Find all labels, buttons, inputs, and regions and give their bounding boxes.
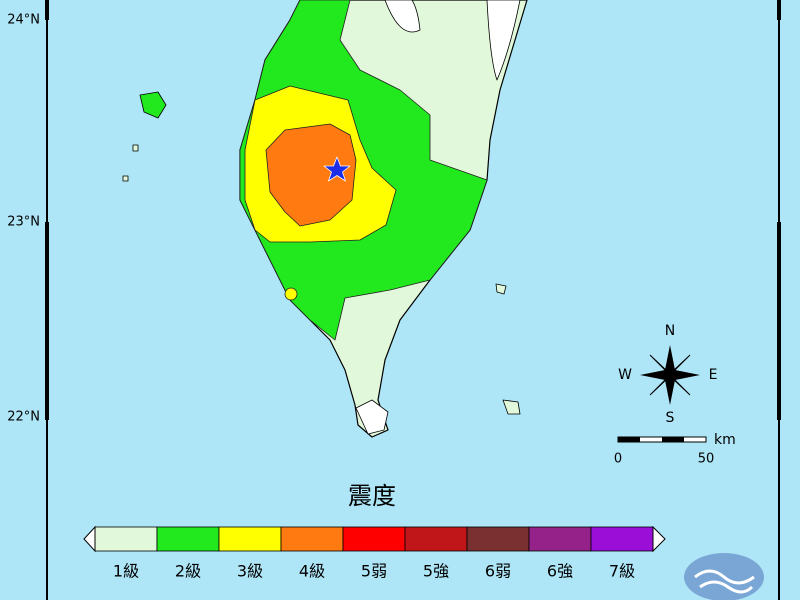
legend-arrow: [83, 525, 96, 553]
scale-bar: [617, 436, 707, 443]
scale-unit: km: [714, 432, 736, 448]
agency-logo: [684, 553, 764, 600]
compass-n: N: [665, 323, 675, 339]
legend-swatch: [342, 526, 406, 552]
lat-label: 22°N: [7, 410, 40, 425]
lat-ticks: [45, 0, 781, 420]
compass-s: S: [666, 410, 675, 426]
legend-swatch: [404, 526, 468, 552]
compass-w: W: [618, 367, 632, 383]
legend-label: 6弱: [485, 562, 511, 581]
legend-swatch: [218, 526, 282, 552]
legend-label: 5強: [423, 562, 449, 581]
legend-label: 4級: [299, 562, 325, 581]
legend-swatch: [466, 526, 530, 552]
legend-arrow: [652, 525, 666, 553]
legend-title: 震度: [348, 482, 396, 510]
legend-swatch: [280, 526, 344, 552]
legend-label: 6強: [547, 562, 573, 581]
lat-label: 23°N: [7, 215, 40, 230]
scale-label: 0: [614, 452, 622, 467]
scale-label: 50: [698, 452, 715, 467]
compass: [640, 345, 700, 405]
legend-label: 7級: [609, 562, 635, 581]
legend: 1級 2級 3級 4級 5弱 5強 6弱 6強 7級: [94, 526, 654, 581]
legend-label: 5弱: [361, 562, 387, 581]
zone-intensity-4: [265, 123, 357, 227]
legend-label: 1級: [113, 562, 139, 581]
legend-label: 3級: [237, 562, 263, 581]
legend-label: 2級: [175, 562, 201, 581]
epicenter: [323, 156, 351, 182]
legend-swatch: [156, 526, 220, 552]
taiwan: [122, 0, 528, 438]
legend-swatch: [590, 526, 654, 552]
lat-label: 24°N: [7, 13, 40, 28]
compass-e: E: [709, 367, 718, 383]
legend-swatch: [94, 526, 158, 552]
legend-swatch: [528, 526, 592, 552]
